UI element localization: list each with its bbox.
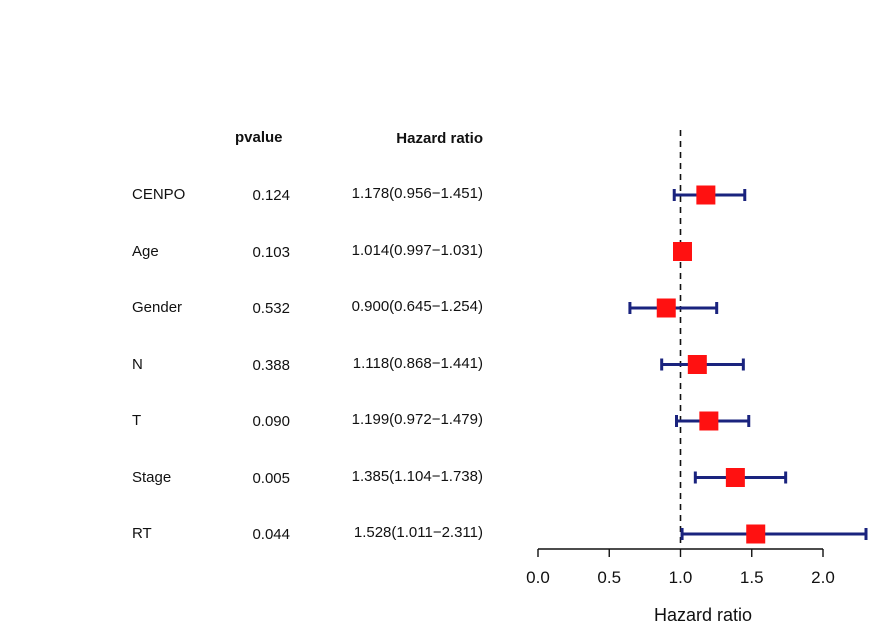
x-tick-label: 0.5 — [597, 568, 621, 587]
row-label: Stage — [132, 468, 172, 486]
hr-point — [725, 468, 745, 487]
row-hazard-ratio: 1.528(1.011−2.311) — [353, 524, 483, 541]
row-pvalue: 0.090 — [252, 413, 290, 430]
row-label: Gender — [132, 299, 183, 316]
row-label: N — [132, 355, 143, 373]
row-hazard-ratio: 1.014(0.997−1.031) — [351, 241, 483, 259]
row-pvalue: 0.005 — [252, 469, 290, 487]
row-hazard-ratio: 0.900(0.645−1.254) — [351, 298, 483, 315]
pvalue-header: pvalue — [235, 129, 283, 146]
row-pvalue: 0.532 — [252, 300, 290, 317]
row-hazard-ratio: 1.118(0.868−1.441) — [352, 354, 483, 372]
x-tick-label: 1.5 — [740, 568, 764, 587]
row-hazard-ratio: 1.385(1.104−1.738) — [351, 467, 483, 485]
x-tick-label: 2.0 — [811, 568, 835, 587]
hr-point — [687, 355, 707, 374]
hazard-ratio-header: Hazard ratio — [396, 130, 483, 147]
hr-point — [746, 524, 766, 544]
row-label: Age — [132, 242, 159, 260]
row-pvalue: 0.103 — [252, 243, 290, 261]
hr-point — [672, 242, 692, 261]
row-label: CENPO — [132, 186, 186, 203]
x-tick-label: 0.0 — [526, 568, 550, 587]
hr-point — [696, 185, 716, 205]
x-tick-label: 1.0 — [669, 568, 693, 587]
row-hazard-ratio: 1.178(0.956−1.451) — [351, 185, 483, 202]
row-hazard-ratio: 1.199(0.972−1.479) — [351, 411, 483, 428]
row-pvalue: 0.044 — [252, 526, 290, 543]
row-label: RT — [132, 525, 152, 542]
row-pvalue: 0.388 — [252, 356, 290, 374]
x-axis-title: Hazard ratio — [654, 605, 752, 625]
hr-point — [656, 298, 676, 318]
row-pvalue: 0.124 — [252, 187, 290, 204]
hr-point — [699, 411, 719, 431]
row-label: T — [132, 412, 142, 429]
